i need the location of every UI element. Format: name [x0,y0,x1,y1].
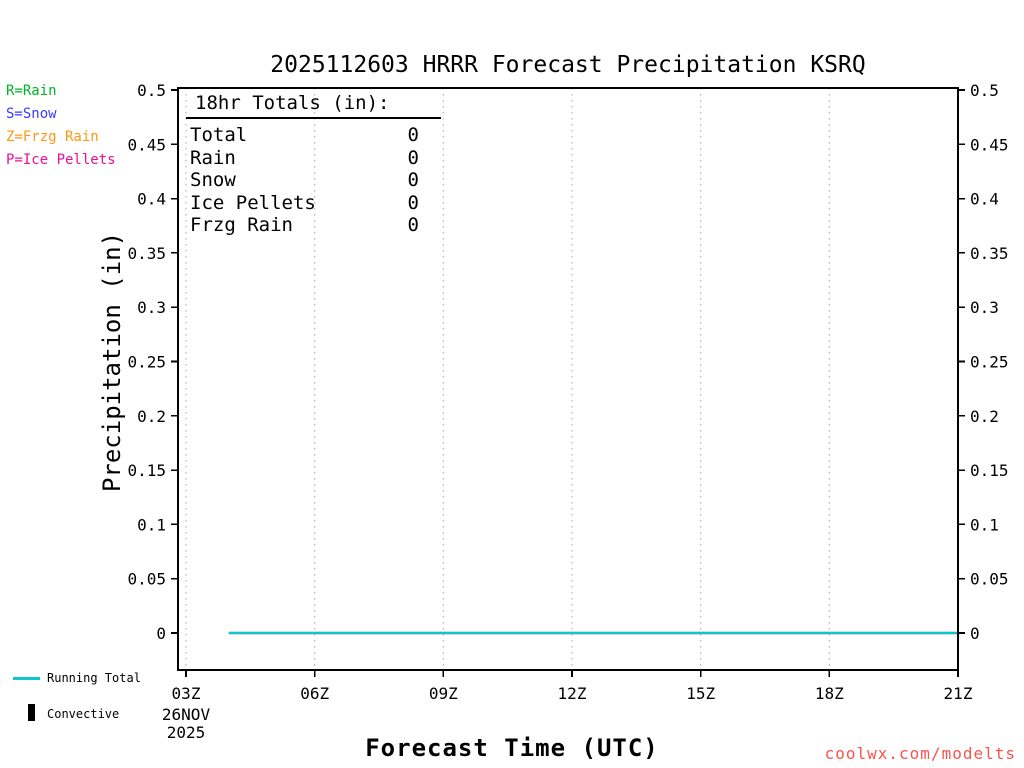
y-tick-label-right: 0.4 [970,190,999,209]
chart-title: 2025112603 HRRR Forecast Precipitation K… [270,52,866,78]
watermark-link: coolwx.com/modelts [824,744,1016,763]
totals-label: Ice Pellets [190,191,316,214]
totals-value: 0 [407,146,419,169]
legend-frzg-rain: Z=Frzg Rain [6,129,99,145]
y-tick-label-right: 0.15 [970,461,1009,480]
plot-border [177,87,959,671]
totals-box: 18hr Totals (in): Total 0 Rain 0 Snow 0 … [186,92,441,237]
x-tick-label: 15Z [686,684,715,703]
y-tick-label-left: 0.25 [127,353,166,372]
totals-value: 0 [407,169,419,191]
totals-label: Snow [190,169,236,191]
totals-rows: Total 0 Rain 0 Snow 0 Ice Pellets 0 Frzg… [186,124,441,237]
totals-row-rain: Rain 0 [186,147,419,170]
totals-label: Rain [190,146,236,169]
y-tick-label-left: 0.05 [127,570,166,589]
y-tick-label-left: 0.2 [137,407,166,426]
y-tick-label-right: 0.5 [970,81,999,100]
y-tick-label-left: 0.5 [137,81,166,100]
x-tick-label: 06Z [300,684,329,703]
x-tick-label: 03Z [172,684,201,703]
y-tick-label-left: 0.45 [127,135,166,154]
y-axis-label: Precipitation (in) [98,231,126,493]
y-tick-label-right: 0 [970,624,980,643]
totals-value: 0 [407,191,419,214]
y-tick-label-right: 0.25 [970,353,1009,372]
y-tick-label-right: 0.45 [970,135,1009,154]
totals-row-total: Total 0 [186,124,419,147]
y-tick-label-left: 0.1 [137,515,166,534]
totals-row-snow: Snow 0 [186,169,419,192]
legend-ice-pellets: P=Ice Pellets [6,152,116,168]
totals-heading: 18hr Totals (in): [186,92,441,119]
precip-type-legend: R=Rain S=Snow Z=Frzg Rain P=Ice Pellets [6,80,116,172]
y-tick-label-left: 0.35 [127,244,166,263]
totals-value: 0 [407,124,419,146]
y-tick-label-right: 0.1 [970,515,999,534]
y-tick-label-right: 0.3 [970,298,999,317]
y-tick-label-right: 0.35 [970,244,1009,263]
y-tick-label-left: 0.15 [127,461,166,480]
totals-label: Frzg Rain [190,214,293,236]
x-tick-label: 09Z [429,684,458,703]
convective-bar-swatch [28,704,35,721]
y-tick-label-left: 0.3 [137,298,166,317]
totals-row-ice-pellets: Ice Pellets 0 [186,192,419,215]
totals-label: Total [190,124,248,146]
x-axis-label: Forecast Time (UTC) [365,734,659,762]
x-axis-date-label: 26NOV [162,705,211,724]
totals-value: 0 [407,214,419,236]
y-tick-label-left: 0.4 [137,190,166,209]
x-tick-label: 18Z [815,684,844,703]
convective-legend-label: Convective [47,707,120,721]
x-tick-label: 12Z [558,684,587,703]
y-tick-label-left: 0 [156,624,166,643]
y-tick-label-right: 0.2 [970,407,999,426]
running-total-legend-label: Running Total [47,671,141,685]
y-tick-label-right: 0.05 [970,570,1009,589]
legend-snow: S=Snow [6,106,57,122]
totals-row-frzg-rain: Frzg Rain 0 [186,214,419,237]
legend-rain: R=Rain [6,83,57,99]
x-tick-label: 21Z [944,684,973,703]
x-axis-date-label: 2025 [167,723,206,742]
running-total-line-swatch [13,677,40,680]
